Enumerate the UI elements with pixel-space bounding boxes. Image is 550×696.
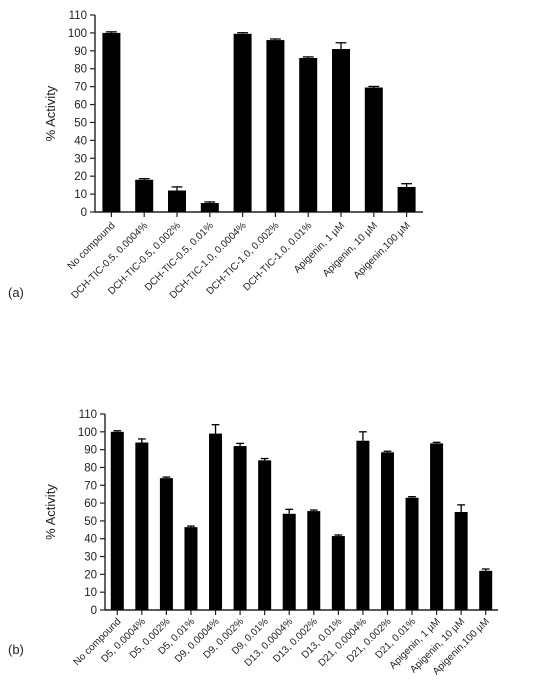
bar (258, 460, 272, 610)
y-tick-label: 40 (84, 534, 97, 546)
bar (454, 512, 468, 610)
y-tick-label: 30 (74, 153, 87, 165)
y-axis-title: % Activity (43, 484, 58, 540)
bar (282, 513, 296, 610)
y-tick-label: 50 (74, 117, 87, 129)
y-tick-label: 90 (84, 445, 97, 457)
y-tick-label: 10 (74, 189, 87, 201)
y-tick-label: 100 (68, 28, 87, 40)
y-tick-label: 20 (84, 569, 97, 581)
y-tick-label: 20 (74, 171, 87, 183)
y-tick-label: 110 (79, 409, 97, 421)
y-tick-label: 50 (84, 516, 97, 528)
bar (159, 478, 173, 610)
y-tick-label: 100 (78, 427, 97, 439)
bar (380, 452, 394, 610)
bar (356, 440, 370, 610)
y-tick-label: 60 (84, 498, 97, 510)
y-axis-title: % Activity (43, 85, 58, 141)
x-category-label: Apigenin,100 µM (352, 220, 413, 281)
y-tick-label: 0 (81, 207, 87, 219)
y-tick-label: 30 (84, 552, 97, 564)
bar (331, 536, 345, 610)
bar (307, 511, 321, 610)
bar (430, 443, 444, 610)
bar (299, 57, 318, 213)
panel-label: (b) (8, 642, 24, 657)
y-tick-label: 60 (74, 100, 87, 112)
bar (209, 433, 223, 610)
bar (233, 446, 247, 610)
bar (184, 527, 198, 610)
y-tick-label: 90 (74, 46, 87, 58)
y-tick-label: 10 (84, 587, 97, 599)
panel-label: (a) (8, 285, 24, 300)
bar (364, 87, 383, 212)
y-tick-label: 70 (74, 82, 87, 94)
bar (135, 179, 154, 212)
bar (102, 32, 121, 213)
bar (266, 40, 285, 213)
y-tick-label: 80 (84, 462, 97, 474)
bar (110, 431, 124, 610)
bar (332, 49, 350, 213)
bar (479, 570, 493, 610)
y-tick-label: 110 (69, 10, 87, 22)
bar (233, 33, 252, 212)
y-tick-label: 0 (91, 605, 97, 617)
bar (397, 186, 416, 212)
bar (200, 203, 219, 212)
y-tick-label: 80 (74, 64, 87, 76)
bar (135, 442, 149, 610)
y-tick-label: 40 (74, 135, 87, 147)
bar (168, 190, 186, 212)
y-tick-label: 70 (84, 480, 97, 492)
bar (405, 497, 419, 610)
